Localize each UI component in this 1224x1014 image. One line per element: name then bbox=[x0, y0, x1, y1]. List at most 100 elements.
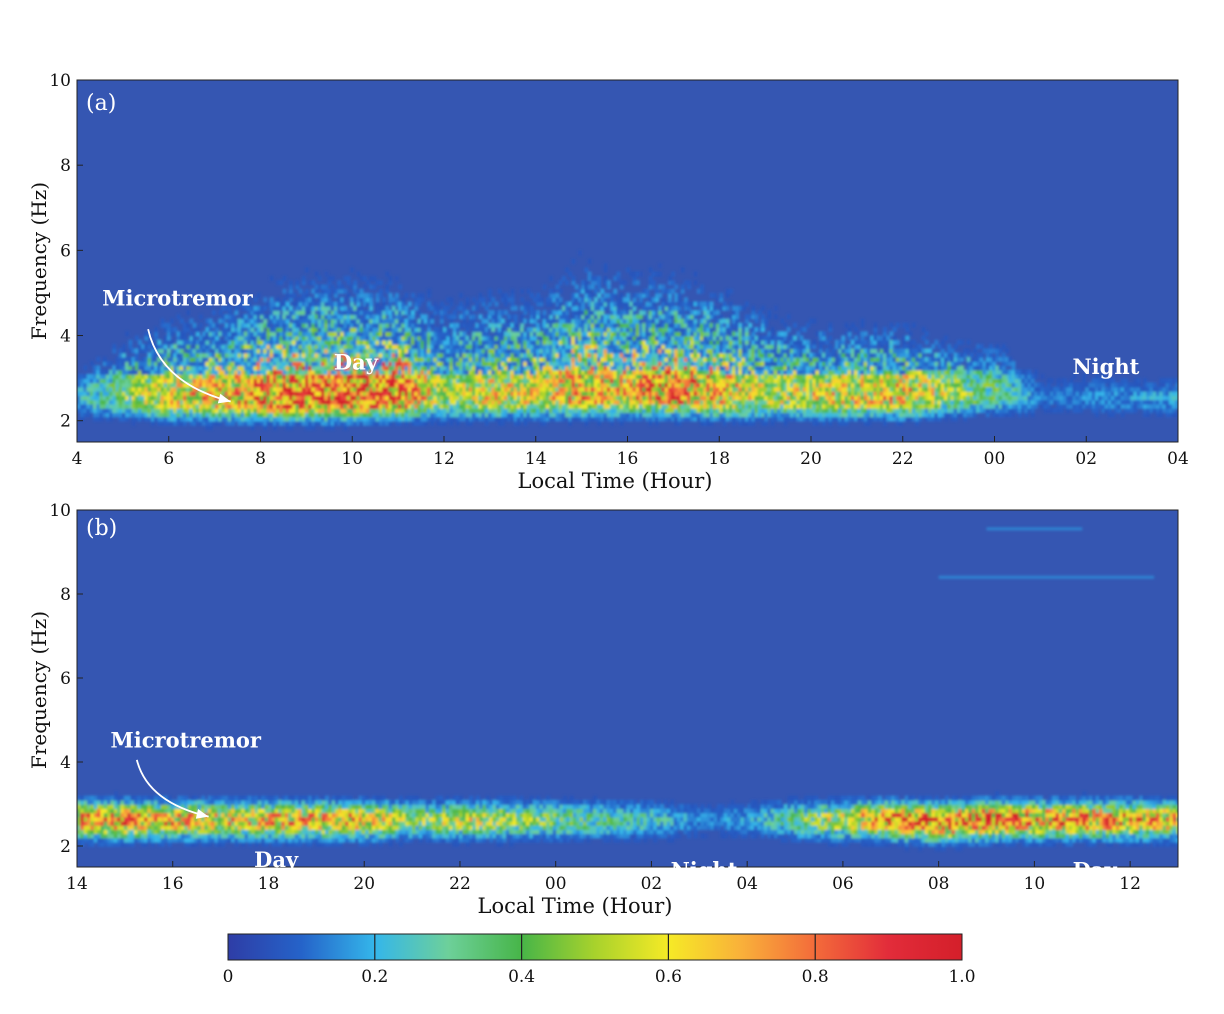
heatmap-cell bbox=[439, 331, 444, 337]
heatmap-cell bbox=[667, 288, 672, 294]
heatmap-cell bbox=[157, 412, 162, 418]
heatmap-cell bbox=[414, 344, 419, 350]
heatmap-cell bbox=[105, 378, 110, 384]
heatmap-cell bbox=[154, 344, 159, 350]
heatmap-cell bbox=[340, 331, 345, 337]
heatmap-cell bbox=[398, 348, 403, 354]
heatmap-cell bbox=[192, 420, 197, 426]
heatmap-cell bbox=[433, 327, 438, 333]
heatmap-cell bbox=[613, 361, 618, 367]
heatmap-cell bbox=[208, 416, 213, 422]
heatmap-cell bbox=[539, 390, 544, 396]
heatmap-cell bbox=[507, 356, 512, 362]
heatmap-cell bbox=[555, 412, 560, 418]
heatmap-cell bbox=[568, 395, 573, 401]
heatmap-cell bbox=[465, 339, 470, 345]
heatmap-cell bbox=[192, 369, 197, 375]
heatmap-cell bbox=[353, 314, 358, 320]
heatmap-cell bbox=[189, 352, 194, 358]
heatmap-cell bbox=[674, 352, 679, 358]
heatmap-cell bbox=[581, 335, 586, 341]
heatmap-cell bbox=[443, 369, 448, 375]
heatmap-cell bbox=[369, 352, 374, 358]
heatmap-cell bbox=[671, 335, 676, 341]
heatmap-cell bbox=[269, 339, 274, 345]
heatmap-cell bbox=[218, 365, 223, 371]
heatmap-cell bbox=[314, 361, 319, 367]
heatmap-cell bbox=[179, 395, 184, 401]
heatmap-cell bbox=[459, 395, 464, 401]
heatmap-cell bbox=[603, 356, 608, 362]
heatmap-cell bbox=[141, 348, 146, 354]
heatmap-cell bbox=[561, 314, 566, 320]
heatmap-cell bbox=[382, 331, 387, 337]
heatmap-cell bbox=[327, 275, 332, 281]
heatmap-cell bbox=[510, 407, 515, 413]
heatmap-cell bbox=[163, 416, 168, 422]
heatmap-cell bbox=[407, 365, 412, 371]
heatmap-cell bbox=[491, 403, 496, 409]
heatmap-cell bbox=[205, 425, 210, 431]
heatmap-cell bbox=[227, 390, 232, 396]
heatmap-cell bbox=[221, 361, 226, 367]
heatmap-cell bbox=[555, 327, 560, 333]
heatmap-cell bbox=[465, 348, 470, 354]
heatmap-cell bbox=[552, 318, 557, 324]
heatmap-cell bbox=[276, 416, 281, 422]
heatmap-cell bbox=[449, 412, 454, 418]
heatmap-cell bbox=[327, 335, 332, 341]
heatmap-cell bbox=[401, 339, 406, 345]
heatmap-cell bbox=[288, 292, 293, 298]
heatmap-cell bbox=[166, 361, 171, 367]
heatmap-cell bbox=[366, 365, 370, 371]
heatmap-cell bbox=[674, 365, 679, 371]
heatmap-cell bbox=[587, 284, 592, 290]
heatmap-cell bbox=[141, 407, 146, 413]
heatmap-cell bbox=[366, 292, 370, 298]
heatmap-cell bbox=[648, 407, 653, 413]
heatmap-cell bbox=[558, 352, 563, 358]
heatmap-cell bbox=[427, 373, 431, 379]
heatmap-cell bbox=[218, 344, 223, 350]
heatmap-cell bbox=[173, 344, 178, 350]
heatmap-cell bbox=[443, 403, 448, 409]
heatmap-cell bbox=[561, 305, 566, 311]
heatmap-cell bbox=[260, 390, 264, 396]
heatmap-cell bbox=[279, 348, 284, 354]
heatmap-cell bbox=[494, 399, 499, 405]
heatmap-cell bbox=[658, 344, 663, 350]
heatmap-cell bbox=[205, 365, 210, 371]
heatmap-cell bbox=[417, 386, 422, 392]
heatmap-cell bbox=[578, 390, 582, 396]
heatmap-cell bbox=[661, 407, 666, 413]
heatmap-cell bbox=[639, 292, 643, 298]
heatmap-cell bbox=[122, 373, 126, 379]
heatmap-cell bbox=[138, 386, 142, 392]
heatmap-cell bbox=[311, 288, 316, 294]
heatmap-cell bbox=[195, 390, 200, 396]
heatmap-cell bbox=[89, 403, 94, 409]
heatmap-cell bbox=[655, 322, 659, 328]
heatmap-cell bbox=[398, 399, 403, 405]
heatmap-cell bbox=[125, 407, 130, 413]
heatmap-cell bbox=[404, 373, 409, 379]
heatmap-cell bbox=[478, 322, 483, 328]
heatmap-cell bbox=[362, 275, 367, 281]
heatmap-cell bbox=[105, 390, 110, 396]
heatmap-cell bbox=[629, 344, 634, 350]
heatmap-cell bbox=[523, 305, 528, 311]
heatmap-cell bbox=[391, 356, 396, 362]
heatmap-cell bbox=[378, 373, 383, 379]
heatmap-cell bbox=[603, 412, 608, 418]
heatmap-cell bbox=[651, 365, 656, 371]
heatmap-cell bbox=[510, 352, 515, 358]
heatmap-cell bbox=[610, 305, 615, 311]
heatmap-cell bbox=[597, 382, 602, 388]
heatmap-cell bbox=[667, 416, 672, 422]
heatmap-cell bbox=[552, 369, 557, 375]
heatmap-cell bbox=[558, 373, 563, 379]
heatmap-cell bbox=[186, 344, 191, 350]
heatmap-cell bbox=[616, 314, 621, 320]
heatmap-cell bbox=[427, 288, 431, 294]
heatmap-cell bbox=[292, 369, 297, 375]
